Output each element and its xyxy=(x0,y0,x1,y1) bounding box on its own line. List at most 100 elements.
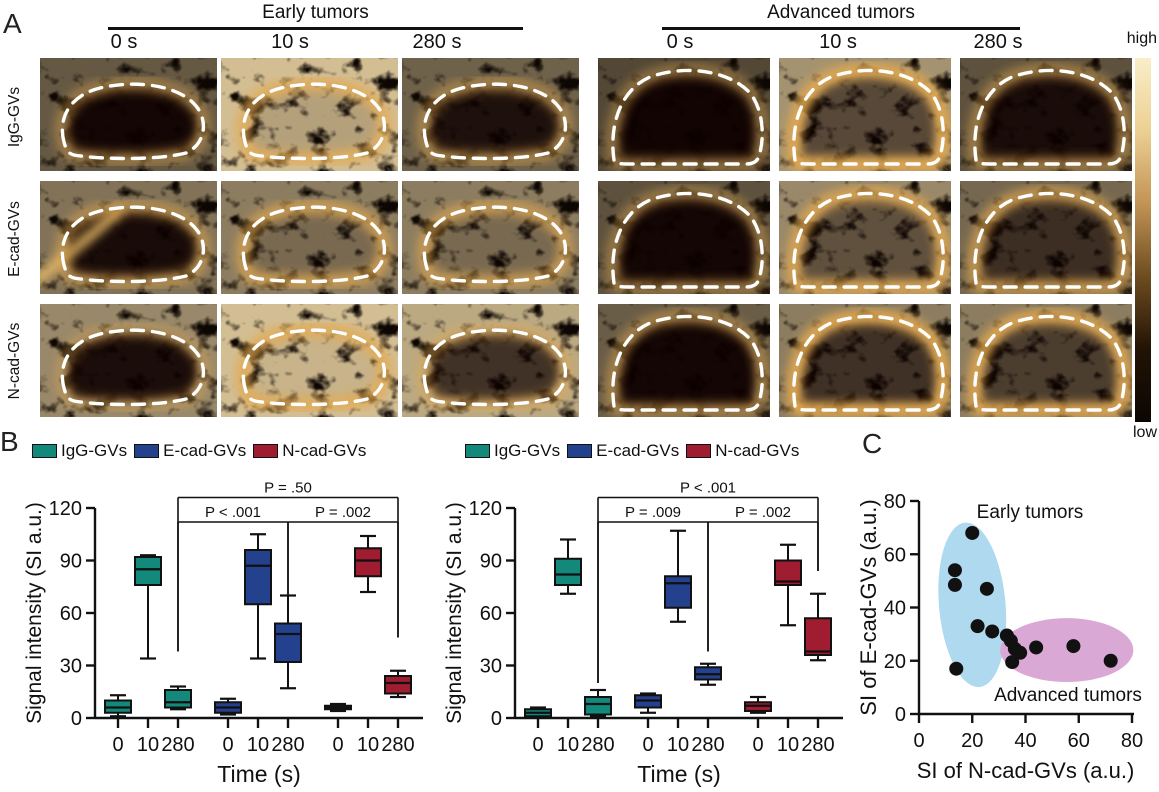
x-tick-label: 0 xyxy=(332,734,343,756)
y-tick-label: 0 xyxy=(491,708,502,730)
box-N-cad-GVs-280s xyxy=(804,592,832,662)
box-E-cad-GVs-0s xyxy=(214,697,242,716)
ultrasound-tile xyxy=(221,304,398,417)
y-tick-label: 60 xyxy=(480,603,502,625)
x-tick-label: 280 xyxy=(581,734,614,756)
y-axis-title: Signal intensity (SI a.u.) xyxy=(25,502,46,724)
box-E-cad-GVs-10s xyxy=(244,533,272,660)
ultrasound-tile xyxy=(598,304,770,417)
ultrasound-tile xyxy=(402,304,579,417)
tumor-outline-dashed xyxy=(60,82,206,161)
data-point xyxy=(947,577,962,592)
y-tick-label: 0 xyxy=(71,708,82,730)
advanced-cluster-label: Advanced tumors xyxy=(994,685,1142,706)
early-time-280: 280 s xyxy=(412,31,462,53)
pvalue-label: P = .50 xyxy=(264,480,312,497)
tumor-outline-dashed xyxy=(60,328,206,407)
x-tick-label: 280 xyxy=(381,734,414,756)
data-point xyxy=(1029,640,1044,655)
box-N-cad-GVs-0s xyxy=(744,695,772,714)
y-tick-label: 30 xyxy=(480,656,502,678)
panel-a-label: A xyxy=(3,8,22,39)
box-N-cad-GVs-10s xyxy=(354,534,382,594)
colorbar-high-label: high xyxy=(1126,30,1157,47)
tumor-outline-dashed xyxy=(241,205,387,284)
tumor-outline-dashed xyxy=(792,314,945,412)
box-IgG-GVs-280s xyxy=(584,688,612,718)
box-E-cad-GVs-0s xyxy=(634,692,662,714)
data-point xyxy=(1013,645,1028,660)
x-axis-title: SI of N-cad-GVs (a.u.) xyxy=(917,758,1135,783)
ultrasound-image-grid xyxy=(40,58,1132,417)
x-tick-label: 20 xyxy=(961,730,983,752)
x-tick-label: 80 xyxy=(1121,730,1143,752)
pvalue-label: P = .009 xyxy=(625,504,681,521)
igg-swatch xyxy=(465,444,490,458)
tumor-outline-dashed xyxy=(422,82,568,161)
legend-item: N-cad-GVs xyxy=(253,441,366,461)
y-axis-title: SI of E-cad-GVs (a.u.) xyxy=(858,499,881,715)
igg-swatch xyxy=(32,444,57,458)
pvalue-bracket xyxy=(287,521,399,638)
data-point xyxy=(1005,655,1020,670)
early-group-rule xyxy=(108,27,523,30)
tumor-outline-dashed xyxy=(611,191,764,289)
legend-label: E-cad-GVs xyxy=(163,441,247,460)
tumor-outline-dashed xyxy=(973,68,1126,166)
early-group-title: Early tumors xyxy=(262,2,369,23)
x-axis-title: Time (s) xyxy=(217,761,300,787)
legend-label: IgG-GVs xyxy=(494,441,561,460)
ultrasound-tile xyxy=(960,304,1132,417)
early-cluster-label: Early tumors xyxy=(977,502,1084,523)
data-point xyxy=(965,525,980,540)
box-IgG-GVs-280s xyxy=(164,685,192,711)
legend-advanced: IgG-GVs E-cad-GVs N-cad-GVs xyxy=(465,441,799,461)
y-tick-label: 60 xyxy=(60,603,82,625)
ultrasound-tile xyxy=(779,304,951,417)
tumor-outline-dashed xyxy=(60,205,206,284)
legend-label: N-cad-GVs xyxy=(715,441,800,460)
x-tick-label: 0 xyxy=(642,734,653,756)
ncad-swatch xyxy=(686,444,712,458)
legend-label: N-cad-GVs xyxy=(282,441,367,460)
tumor-outline-dashed xyxy=(241,82,387,161)
box-N-cad-GVs-280s xyxy=(384,669,412,699)
ncad-swatch xyxy=(253,444,279,458)
x-tick-label: 10 xyxy=(777,734,799,756)
x-tick-label: 40 xyxy=(1014,730,1036,752)
tumor-outline-dashed xyxy=(611,68,764,166)
pvalue-label: P = .002 xyxy=(735,504,791,521)
x-axis-title: Time (s) xyxy=(637,761,720,787)
tumor-outline-dashed xyxy=(792,191,945,289)
legend-label: E-cad-GVs xyxy=(596,441,680,460)
pvalue-label: P = .002 xyxy=(315,504,371,521)
ultrasound-tile xyxy=(960,181,1132,294)
ultrasound-tile xyxy=(40,304,217,417)
ultrasound-tile xyxy=(598,58,770,171)
tumor-outline-dashed xyxy=(422,205,568,284)
x-tick-label: 60 xyxy=(1068,730,1090,752)
cluster-ellipse xyxy=(938,522,1007,688)
data-point xyxy=(979,581,994,596)
tumor-outline-dashed xyxy=(241,328,387,407)
data-point xyxy=(985,624,1000,639)
ecad-swatch xyxy=(567,444,593,458)
x-tick-label: 280 xyxy=(691,734,724,756)
legend-item: IgG-GVs xyxy=(32,441,127,461)
box-IgG-GVs-10s xyxy=(554,538,582,595)
ecad-swatch xyxy=(134,444,160,458)
pvalue-label: P < .001 xyxy=(680,480,736,497)
ultrasound-tile xyxy=(779,181,951,294)
legend-early: IgG-GVs E-cad-GVs N-cad-GVs xyxy=(32,441,366,461)
x-tick-label: 280 xyxy=(801,734,834,756)
cluster-ellipse xyxy=(1000,618,1134,683)
advanced-group-rule xyxy=(662,27,1020,30)
boxplot-early-tumors: P = .50 P < .001 P = .002 0 30 60 90 120… xyxy=(25,480,423,787)
panel-b-label: B xyxy=(0,426,19,457)
row-label-ncad: N-cad-GVs xyxy=(6,322,23,400)
x-tick-label: 0 xyxy=(752,734,763,756)
x-tick-label: 0 xyxy=(112,734,123,756)
colorbar-low-label: low xyxy=(1132,424,1157,441)
ultrasound-tile xyxy=(221,181,398,294)
